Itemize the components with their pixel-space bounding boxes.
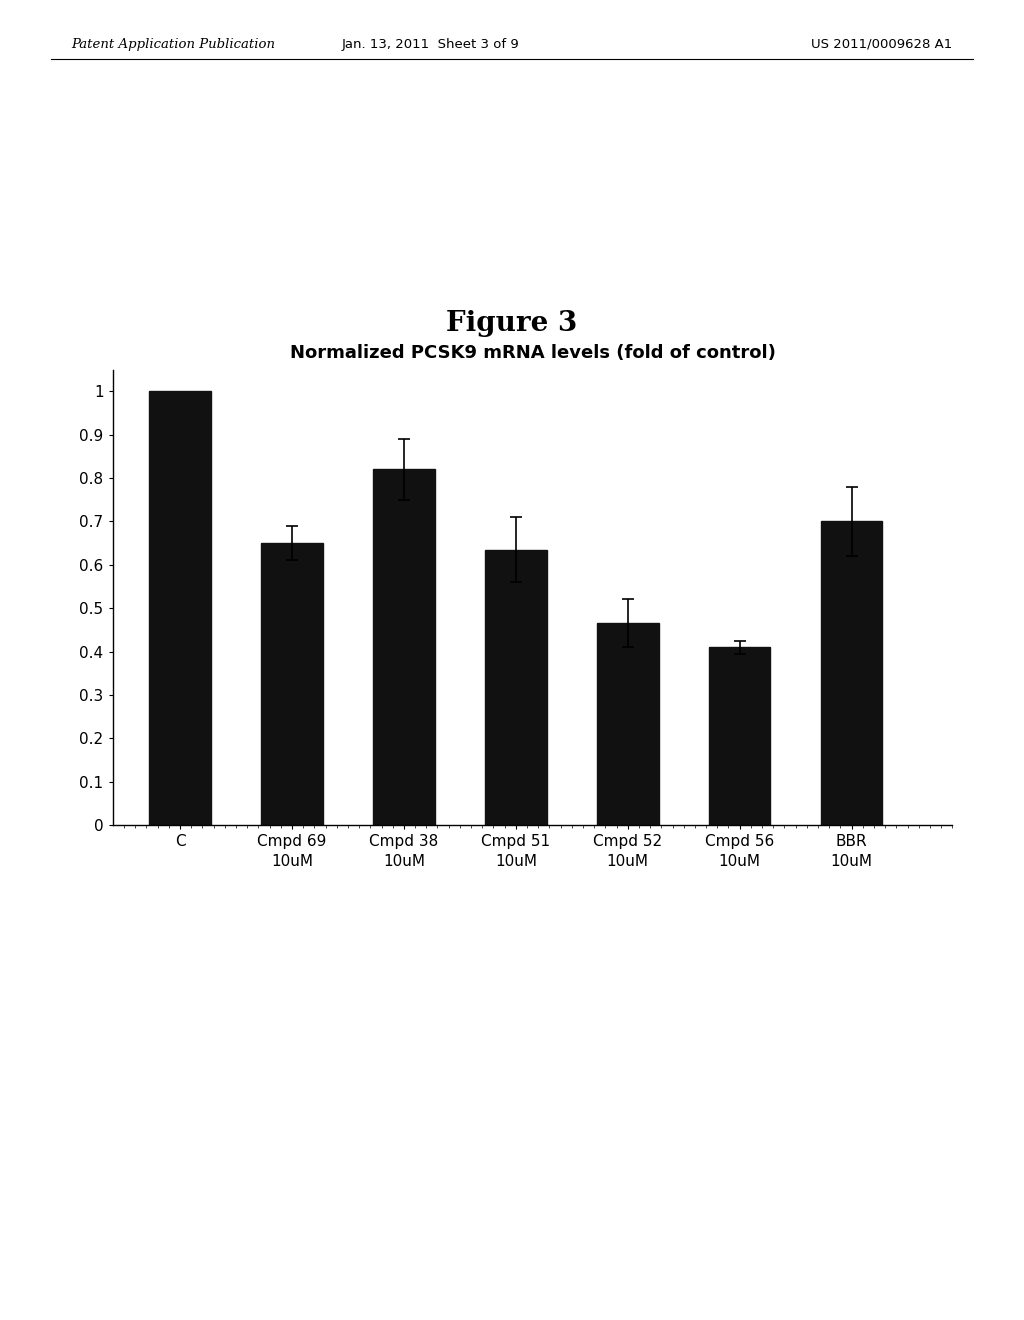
Bar <box>821 521 883 825</box>
Bar <box>373 470 435 825</box>
Text: US 2011/0009628 A1: US 2011/0009628 A1 <box>811 37 952 50</box>
Text: Jan. 13, 2011  Sheet 3 of 9: Jan. 13, 2011 Sheet 3 of 9 <box>341 37 519 50</box>
Title: Normalized PCSK9 mRNA levels (fold of control): Normalized PCSK9 mRNA levels (fold of co… <box>290 345 775 363</box>
Bar <box>485 549 547 825</box>
Bar <box>261 543 323 825</box>
Bar <box>709 647 770 825</box>
Text: Figure 3: Figure 3 <box>446 310 578 337</box>
Text: Patent Application Publication: Patent Application Publication <box>72 37 275 50</box>
Bar <box>597 623 658 825</box>
Bar <box>150 391 211 825</box>
